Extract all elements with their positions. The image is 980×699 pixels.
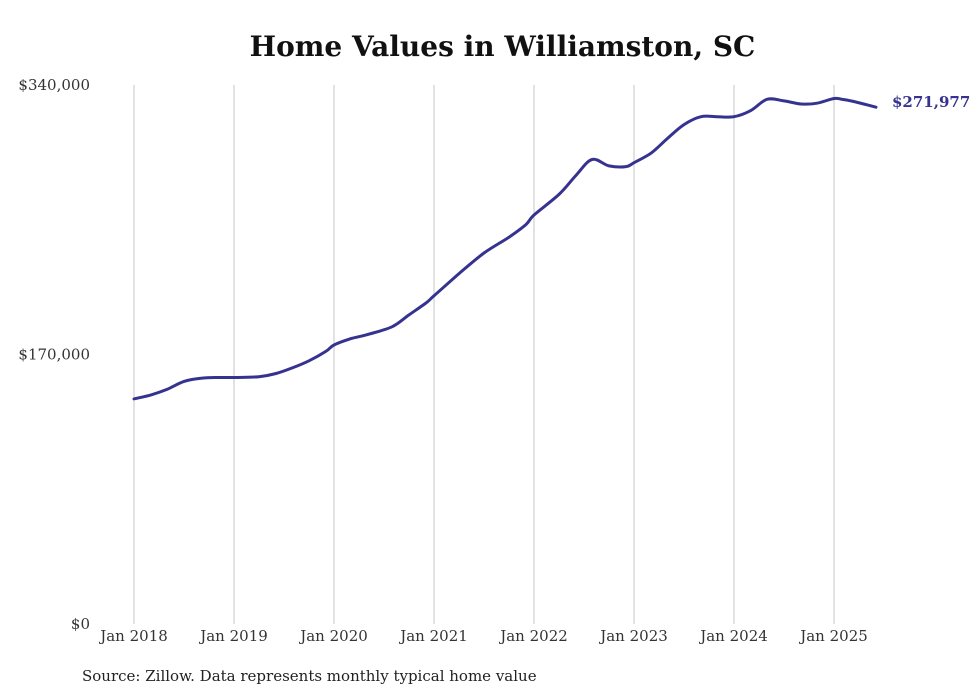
x-tick-label: Jan 2021 [398,627,468,645]
x-tick-label: Jan 2022 [498,627,568,645]
source-note: Source: Zillow. Data represents monthly … [82,667,537,685]
y-tick-label: $0 [71,615,90,633]
y-tick-label: $170,000 [18,346,90,364]
series-line [132,96,878,401]
chart-title: Home Values in Williamston, SC [249,30,756,63]
grid-lines [133,85,835,624]
series-layer: $271,977 [132,93,970,401]
x-tick-label: Jan 2024 [698,627,768,645]
x-tick-label: Jan 2018 [98,627,168,645]
line-chart: $0$170,000$340,000 Jan 2018 Jan 2019 Jan 2… [18,76,970,645]
y-tick-label: $340,000 [18,76,90,94]
x-tick-label: Jan 2023 [598,627,668,645]
x-tick-label: Jan 2019 [198,627,268,645]
x-axis-ticks: Jan 2018 Jan 2019 Jan 2020 Jan 2021 Jan 2022… [98,627,868,645]
y-axis-ticks: $0 $170,000 $340,000 [18,76,90,633]
x-tick-label: Jan 2025 [798,627,868,645]
x-tick-label: Jan 2020 [298,627,368,645]
end-value-label: $271,977 [892,93,970,111]
